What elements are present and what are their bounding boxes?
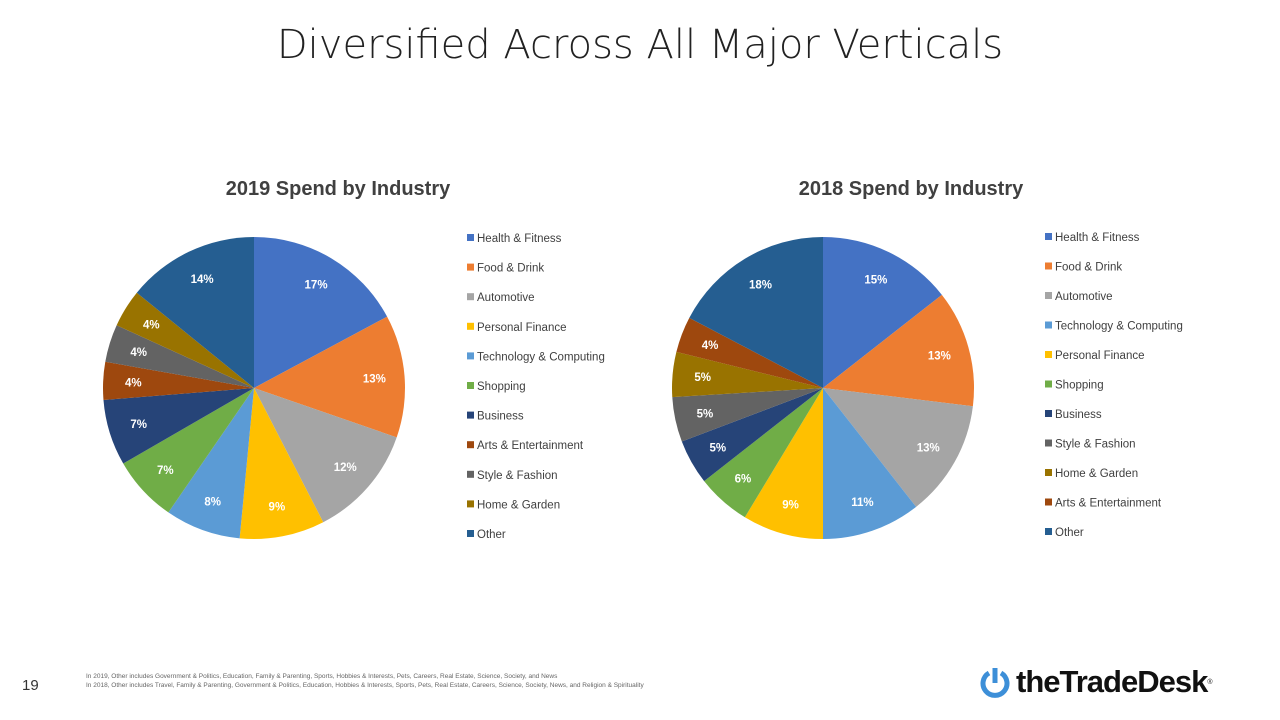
- legend-swatch: [467, 382, 474, 389]
- pie-slice: [689, 237, 823, 388]
- power-icon: [980, 668, 1010, 698]
- footnote-2018: In 2018, Other includes Travel, Family &…: [86, 682, 644, 689]
- legend-label: Food & Drink: [477, 263, 544, 275]
- data-label: 14%: [191, 274, 214, 286]
- legend-label: Technology & Computing: [1055, 321, 1183, 333]
- pie-slice: [123, 388, 254, 513]
- data-label: 5%: [709, 442, 726, 454]
- legend-label: Health & Fitness: [1055, 232, 1140, 244]
- data-label: 18%: [749, 280, 772, 292]
- legend-swatch: [467, 470, 474, 478]
- legend-label: Home & Garden: [477, 499, 560, 511]
- legend-swatch: [1045, 498, 1052, 506]
- pie-slice: [239, 388, 324, 540]
- legend-swatch: [467, 263, 474, 271]
- data-label: 4%: [702, 340, 719, 352]
- logo-text: theTradeDesk: [1016, 664, 1208, 699]
- legend-label: Automotive: [477, 292, 535, 304]
- footnote-2019: In 2019, Other includes Government & Pol…: [86, 673, 558, 680]
- legend-label: Style & Fashion: [1055, 439, 1136, 451]
- pie-slice: [672, 388, 823, 442]
- legend-label: Business: [477, 411, 524, 423]
- legend-label: Other: [477, 529, 506, 541]
- legend-label: Style & Fashion: [477, 470, 558, 482]
- pie-slice: [116, 292, 254, 388]
- data-label: 4%: [125, 377, 142, 389]
- data-label: 4%: [143, 319, 160, 331]
- legend-label: Personal Finance: [1055, 350, 1145, 362]
- registered-mark: ®: [1207, 678, 1213, 686]
- pie-slice: [823, 388, 917, 539]
- pie-slice: [744, 388, 823, 539]
- legend-swatch: [1045, 292, 1052, 299]
- legend-swatch: [1045, 262, 1052, 270]
- legend-swatch: [467, 500, 474, 508]
- data-label: 11%: [851, 497, 873, 509]
- data-label: 4%: [130, 347, 147, 359]
- pie-slice: [823, 294, 974, 407]
- legend-label: Health & Fitness: [477, 233, 562, 245]
- legend-label: Technology & Computing: [477, 351, 605, 363]
- legend-swatch: [1045, 410, 1052, 417]
- legend-swatch: [1045, 233, 1052, 240]
- pie-slice: [254, 237, 388, 388]
- data-label: 5%: [697, 408, 714, 420]
- chart-title: 2018 Spend by Industry: [799, 178, 1024, 200]
- legend-swatch: [1045, 380, 1052, 388]
- pie-slice: [105, 325, 254, 388]
- legend-label: Personal Finance: [477, 322, 567, 334]
- data-label: 15%: [864, 274, 887, 286]
- data-label: 13%: [363, 373, 386, 385]
- pie-slice: [103, 388, 254, 464]
- legend-swatch: [1045, 351, 1052, 358]
- data-label: 7%: [130, 419, 147, 431]
- legend-swatch: [1045, 439, 1052, 447]
- page-title: Diversified Across All Major Verticals: [276, 22, 1004, 68]
- legend-label: Shopping: [477, 381, 526, 393]
- legend-label: Food & Drink: [1055, 262, 1122, 274]
- legend-swatch: [467, 530, 474, 537]
- pie-slice: [676, 317, 823, 388]
- legend-swatch: [467, 441, 474, 449]
- data-label: 13%: [928, 351, 951, 363]
- pie-slice: [823, 388, 973, 507]
- legend-label: Automotive: [1055, 291, 1113, 303]
- legend-swatch: [1045, 528, 1052, 535]
- legend-swatch: [1045, 469, 1052, 476]
- data-label: 9%: [782, 499, 799, 511]
- legend-swatch: [1045, 321, 1052, 329]
- legend-swatch: [467, 411, 474, 419]
- pie-slice: [254, 316, 405, 438]
- legend-label: Shopping: [1055, 380, 1104, 392]
- legend-swatch: [467, 293, 474, 301]
- logo: theTradeDesk ®: [980, 664, 1213, 700]
- data-label: 17%: [305, 279, 328, 291]
- pie-slice: [254, 388, 397, 523]
- pie-slice: [672, 351, 823, 398]
- legend-label: Home & Garden: [1055, 468, 1138, 480]
- data-label: 6%: [735, 473, 752, 485]
- legend-swatch: [467, 322, 474, 330]
- data-label: 5%: [694, 372, 711, 384]
- data-label: 9%: [269, 502, 286, 514]
- legend-swatch: [467, 352, 474, 360]
- pie-slice: [823, 237, 942, 388]
- legend-label: Business: [1055, 409, 1102, 421]
- legend-label: Arts & Entertainment: [477, 440, 584, 452]
- chart-title: 2019 Spend by Industry: [226, 178, 451, 200]
- pie-slice: [704, 388, 823, 518]
- pie-slice: [103, 361, 254, 400]
- pie-slice: [136, 237, 254, 388]
- data-label: 7%: [157, 465, 174, 477]
- data-label: 13%: [917, 442, 940, 454]
- legend-swatch: [467, 234, 474, 241]
- page-number: 19: [22, 677, 39, 694]
- pie-slice: [681, 388, 823, 482]
- data-label: 8%: [204, 497, 221, 509]
- legend-label: Other: [1055, 527, 1084, 539]
- pie-slice: [168, 388, 254, 539]
- legend-label: Arts & Entertainment: [1055, 498, 1162, 510]
- data-label: 12%: [334, 462, 357, 474]
